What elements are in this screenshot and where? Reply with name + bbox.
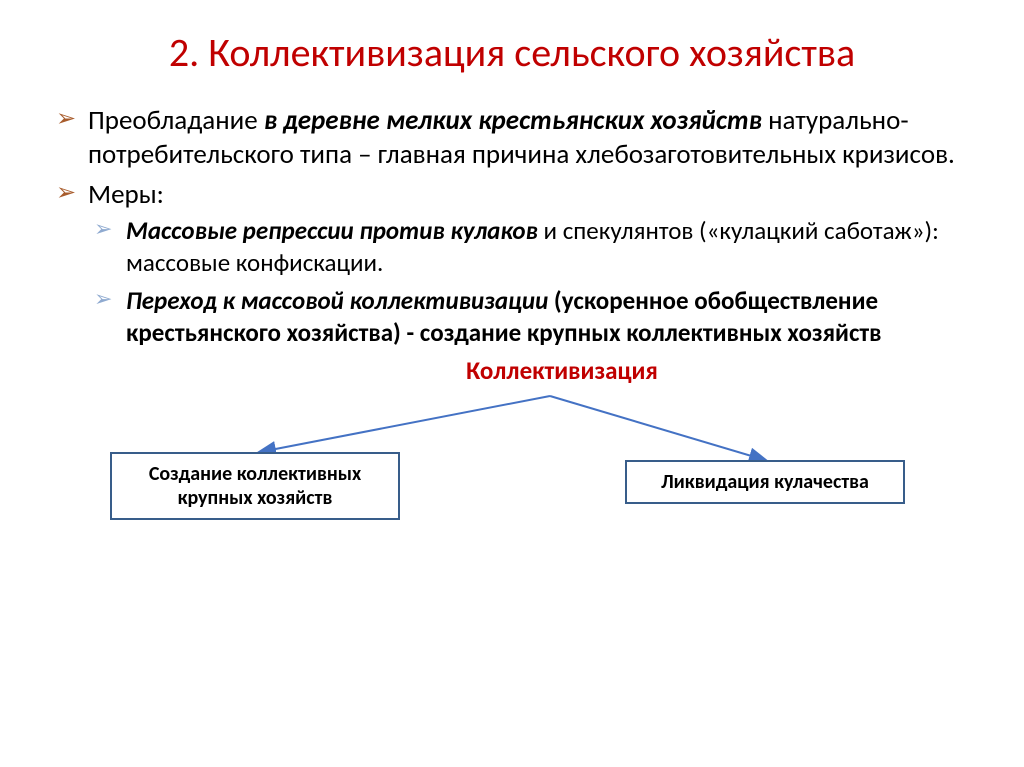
sub-bullet-item: Переход к массовой коллективизации (уско… <box>88 285 974 349</box>
diagram-box: Ликвидация кулачества <box>625 460 905 504</box>
center-term: Коллективизация <box>50 355 974 386</box>
text-run: Массовые репрессии против кулаков <box>126 215 538 246</box>
text-run: Преобладание <box>88 104 264 137</box>
bullet-item: Меры: Массовые репрессии против кулаков и… <box>50 178 974 350</box>
main-bullet-list: Преобладание в деревне мелких крестьянск… <box>50 104 974 349</box>
bullet-item: Преобладание в деревне мелких крестьянск… <box>50 104 974 172</box>
sub-bullet-list: Массовые репрессии против кулаков и спек… <box>88 215 974 349</box>
sub-bullet-item: Массовые репрессии против кулаков и спек… <box>88 215 974 279</box>
text-run: Меры: <box>88 178 164 211</box>
diagram-box: Создание коллективныхкрупных хозяйств <box>110 452 400 520</box>
text-run: в деревне мелких крестьянских хозяйств <box>264 104 762 137</box>
diagram: Создание коллективныхкрупных хозяйств Лик… <box>50 390 974 530</box>
text-run: Переход к массовой коллективизации <box>126 285 548 316</box>
slide-title: 2. Коллективизация сельского хозяйства <box>50 30 974 76</box>
